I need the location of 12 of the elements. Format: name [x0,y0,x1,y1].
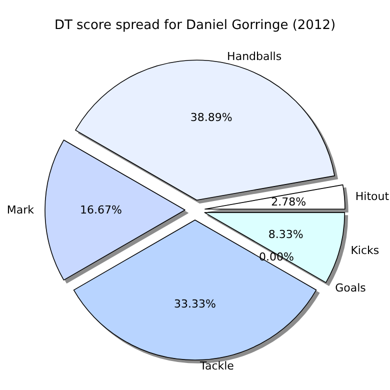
slice-label: Kicks [350,244,380,257]
data-label: 2.78% [271,195,306,208]
category-label: Goals [335,281,366,294]
chart-title: DT score spread for Daniel Gorringe (2012) [54,18,336,33]
data-label: 38.89% [190,110,232,124]
slice-label: Mark [6,204,35,217]
data-label: 8.33% [268,228,304,241]
slice-label: Tackle [199,360,234,372]
data-label: 33.33% [174,298,216,310]
data-label: 16.67% [80,204,122,217]
slice-label: Handballs [227,50,282,63]
slice-label: Hitout [355,190,390,203]
